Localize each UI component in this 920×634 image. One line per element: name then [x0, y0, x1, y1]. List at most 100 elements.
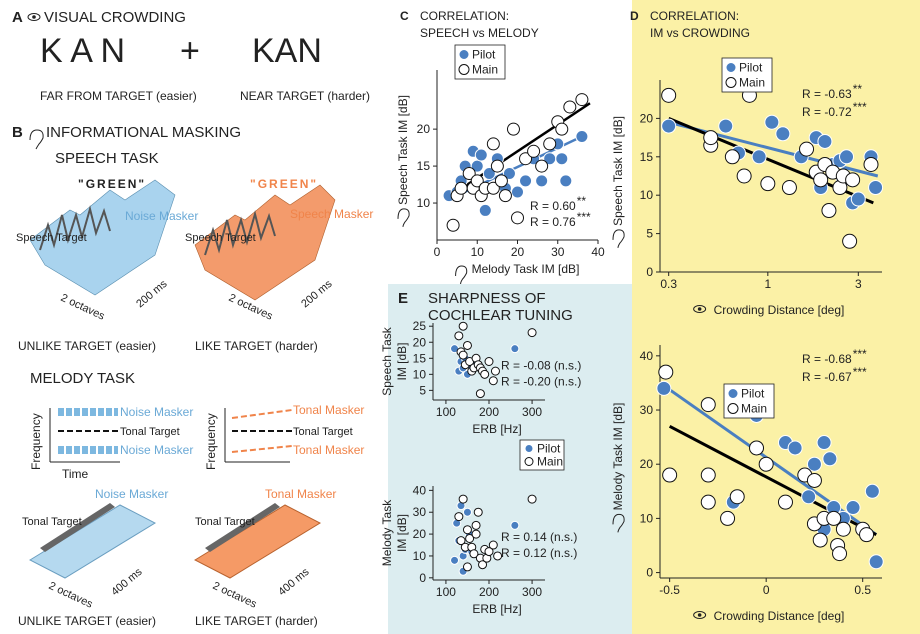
data-point	[719, 119, 733, 133]
data-point	[823, 452, 837, 466]
task-title: MELODY TASK	[30, 370, 135, 387]
data-point	[701, 398, 715, 412]
data-point	[459, 495, 467, 503]
panel-letter: E	[398, 290, 408, 307]
y-tick-label: 20	[417, 122, 431, 136]
data-point	[564, 101, 576, 113]
panel-letter: A	[12, 9, 23, 26]
word: "GREEN"	[250, 177, 318, 191]
y-axis-label: Speech Task	[380, 326, 394, 395]
data-point	[544, 138, 556, 150]
legend-marker	[459, 50, 469, 60]
data-point	[455, 513, 463, 521]
label: 400 ms	[109, 566, 145, 599]
data-point	[818, 134, 832, 148]
label: 200 ms	[134, 278, 170, 311]
data-point	[487, 138, 499, 150]
label: Tonal Target	[293, 426, 353, 438]
data-point	[520, 175, 532, 187]
data-point	[814, 173, 828, 187]
label: Noise Masker	[120, 443, 193, 457]
data-point	[800, 142, 814, 156]
y-tick-label: 10	[640, 511, 654, 525]
annotation-sup: ***	[853, 347, 867, 361]
y-tick-label: 25	[413, 319, 427, 333]
x-axis-label: ERB [Hz]	[472, 602, 521, 616]
label: Speech Target	[16, 232, 87, 244]
data-point	[833, 547, 847, 561]
data-point	[750, 441, 764, 455]
data-point	[752, 150, 766, 164]
data-point	[846, 173, 860, 187]
data-point	[489, 377, 497, 385]
label: Noise Masker	[120, 405, 193, 419]
y-tick-label: 0	[419, 571, 426, 585]
data-point	[843, 234, 857, 248]
annotation: R = -0.67	[802, 370, 852, 384]
x-axis-label: Crowding Distance [deg]	[714, 303, 845, 317]
annotation: R = -0.63	[802, 87, 852, 101]
data-point	[459, 322, 467, 330]
data-point	[776, 127, 790, 141]
data-point	[511, 345, 519, 353]
legend-marker	[525, 458, 533, 466]
legend-marker	[728, 404, 738, 414]
chart-title: CORRELATION:	[420, 9, 509, 23]
x-tick-label: 200	[479, 405, 499, 419]
ear-icon	[398, 209, 409, 227]
y-tick-label: 40	[640, 349, 654, 363]
chart-title: IM vs CROWDING	[650, 26, 750, 40]
y-tick-label: 30	[413, 505, 427, 519]
tone-diagram	[30, 503, 320, 578]
chart-title: SPEECH vs MELODY	[420, 26, 539, 40]
data-point	[788, 441, 802, 455]
label: Tonal Target	[120, 426, 180, 438]
panel-title: SHARPNESS OF	[428, 290, 546, 307]
x-tick-label: 100	[436, 585, 456, 599]
label: Speech Masker	[290, 207, 373, 221]
axis-label: Frequency	[29, 413, 43, 470]
legend-label: Pilot	[741, 387, 765, 401]
x-tick-label: 1	[764, 277, 771, 291]
word: "GREEN"	[78, 177, 146, 191]
data-point	[813, 533, 827, 547]
x-tick-label: -0.5	[659, 583, 680, 597]
data-point	[860, 528, 874, 542]
y-tick-label: 15	[417, 159, 431, 173]
label: 2 octaves	[211, 580, 259, 611]
figure: A VISUAL CROWDING K A N + KAN FAR FROM T…	[0, 0, 920, 634]
data-point	[474, 508, 482, 516]
x-tick-label: 0	[434, 245, 441, 259]
data-point	[463, 526, 471, 534]
label: Tonal Masker	[293, 443, 364, 457]
panel-title: COCHLEAR TUNING	[428, 307, 573, 324]
data-point	[455, 332, 463, 340]
annotation: R = -0.20 (n.s.)	[501, 375, 581, 389]
data-point	[761, 177, 775, 191]
data-point	[476, 390, 484, 398]
data-point	[869, 181, 883, 195]
data-point	[528, 329, 536, 337]
data-point	[827, 511, 841, 525]
x-axis-label: Crowding Distance [deg]	[714, 609, 845, 623]
data-point	[807, 473, 821, 487]
data-point	[817, 436, 831, 450]
label: 400 ms	[276, 566, 312, 599]
annotation: R = -0.72	[802, 105, 852, 119]
eye-icon	[32, 15, 36, 19]
data-point	[536, 160, 548, 172]
y-tick-label: 10	[417, 196, 431, 210]
annotation: R = -0.68	[802, 352, 852, 366]
data-point	[851, 192, 865, 206]
data-point	[865, 484, 879, 498]
x-tick-label: 100	[436, 405, 456, 419]
ear-icon	[30, 130, 43, 149]
data-point	[864, 157, 878, 171]
legend-label: Main	[537, 455, 563, 469]
x-tick-label: 10	[471, 245, 485, 259]
axis-label: Time	[62, 467, 89, 481]
data-point	[560, 175, 572, 187]
data-point	[499, 190, 511, 202]
annotation: R = 0.76	[530, 215, 576, 229]
data-point	[495, 175, 507, 187]
